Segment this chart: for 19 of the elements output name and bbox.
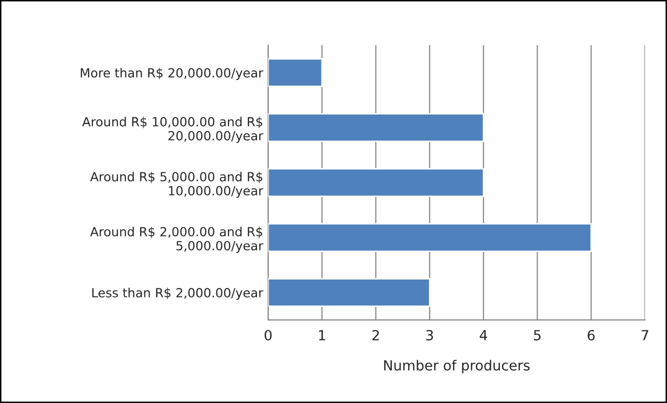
x-axis-title: Number of producers [384, 360, 530, 374]
x-tick-label: 2 [372, 330, 379, 340]
x-tick-label: 3 [426, 330, 433, 340]
y-tick-label: Around R$ 2,000.00 and R$ 5,000.00/year [90, 226, 264, 253]
bar [268, 168, 484, 197]
y-tick-label: More than R$ 20,000.00/year [80, 68, 264, 80]
bar [268, 113, 484, 142]
x-tick-label: 6 [588, 330, 595, 340]
x-tick-label: 5 [534, 330, 541, 340]
x-tick-label: 0 [264, 330, 272, 340]
bar [268, 223, 592, 252]
y-tick-label: Around R$ 10,000.00 and R$ 20,000.00/year [82, 116, 264, 143]
x-tick-label: 7 [642, 330, 648, 340]
y-tick-label: Less than R$ 2,000.00/year [92, 288, 264, 300]
y-tick-label: Around R$ 5,000.00 and R$ 10,000.00/year [90, 172, 264, 198]
x-tick-label: 4 [480, 330, 488, 340]
x-tick-label: 1 [319, 330, 326, 340]
bar [268, 278, 430, 307]
bar [268, 58, 323, 88]
